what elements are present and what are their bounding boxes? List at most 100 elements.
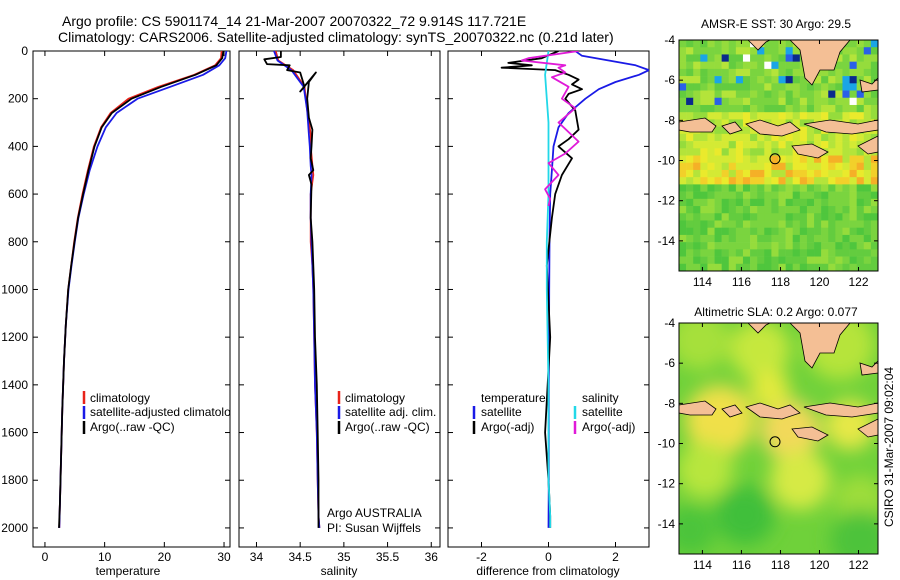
sst-cell bbox=[764, 191, 772, 200]
sst-cell bbox=[693, 83, 701, 91]
sst-cell bbox=[686, 76, 694, 84]
sst-cell bbox=[835, 133, 843, 142]
sst-cell bbox=[778, 148, 786, 156]
sst-cell bbox=[735, 249, 744, 257]
sst-cell bbox=[700, 40, 708, 48]
sst-cell bbox=[742, 227, 751, 236]
sst-cell bbox=[842, 97, 850, 106]
sst-cell bbox=[806, 206, 815, 214]
sst-cell bbox=[679, 169, 687, 178]
sst-cell bbox=[693, 213, 701, 221]
sst-cell bbox=[870, 47, 879, 55]
sst-cell bbox=[814, 169, 822, 178]
sst-cell bbox=[742, 68, 751, 77]
sst-cell bbox=[856, 263, 865, 272]
y-tick-label: 400 bbox=[8, 139, 28, 153]
legend-label-argo: Argo(..raw -QC) bbox=[90, 420, 175, 434]
sst-cell bbox=[785, 249, 794, 257]
sst-cell bbox=[835, 256, 843, 265]
sst-cell bbox=[771, 141, 779, 149]
sst-cell bbox=[764, 242, 772, 250]
sst-cell bbox=[707, 256, 715, 265]
sst-cell bbox=[742, 104, 751, 113]
sst-cell bbox=[700, 220, 708, 228]
sst-cell bbox=[757, 234, 765, 243]
sst-cell bbox=[799, 126, 808, 135]
sst-cell bbox=[714, 126, 722, 135]
sst-cell bbox=[856, 169, 865, 178]
sst-cell bbox=[757, 97, 765, 106]
sst-cell bbox=[735, 112, 744, 120]
sst-cell bbox=[707, 61, 715, 70]
sst-cell bbox=[700, 61, 708, 70]
sst-cell bbox=[799, 68, 808, 77]
sst-cell bbox=[799, 256, 808, 265]
sst-cell bbox=[735, 162, 744, 171]
sst-cell bbox=[735, 263, 744, 272]
sst-cell bbox=[799, 198, 808, 207]
sst-cell bbox=[814, 227, 822, 236]
sst-cell bbox=[856, 47, 865, 55]
sst-cell bbox=[870, 68, 879, 77]
sst-cell bbox=[728, 47, 737, 55]
sst-cell bbox=[714, 83, 722, 91]
sst-cell bbox=[828, 83, 836, 91]
sst-cell bbox=[870, 256, 879, 265]
sst-cell bbox=[764, 249, 772, 257]
sst-cell bbox=[679, 133, 687, 142]
sst-cell bbox=[714, 148, 722, 156]
sst-cell bbox=[764, 112, 772, 120]
y-tick-label: -12 bbox=[658, 477, 676, 491]
sst-cell bbox=[856, 54, 865, 62]
sst-cell bbox=[735, 191, 744, 200]
sst-cell bbox=[828, 213, 836, 221]
legend-title-salinity: salinity bbox=[582, 391, 619, 405]
sst-cell bbox=[686, 133, 694, 142]
sst-cell bbox=[778, 191, 786, 200]
y-tick-label: -6 bbox=[664, 73, 675, 87]
sst-cell bbox=[778, 61, 786, 70]
y-tick-label: -12 bbox=[658, 194, 676, 208]
x-tick-label: 2 bbox=[612, 550, 619, 564]
sst-cell bbox=[764, 83, 772, 91]
sst-cell bbox=[828, 68, 836, 77]
sst-cell bbox=[757, 83, 765, 91]
sst-cell bbox=[771, 61, 779, 70]
sst-cell bbox=[735, 213, 744, 221]
sst-cell bbox=[870, 227, 879, 236]
sst-cell bbox=[679, 141, 687, 149]
sst-cell bbox=[735, 220, 744, 228]
sst-cell bbox=[750, 184, 758, 192]
y-tick-label: 1200 bbox=[1, 330, 28, 344]
sst-cell bbox=[771, 133, 779, 142]
sst-cell bbox=[842, 263, 850, 272]
x-tick-label: 122 bbox=[848, 275, 868, 289]
sst-cell bbox=[679, 263, 687, 272]
y-tick-label: -8 bbox=[664, 113, 675, 127]
sst-cell bbox=[856, 97, 865, 106]
sst-cell bbox=[714, 227, 722, 236]
sst-cell bbox=[806, 112, 815, 120]
sst-cell bbox=[721, 141, 730, 149]
sst-cell bbox=[693, 155, 701, 164]
sst-cell bbox=[771, 206, 779, 214]
sst-cell bbox=[686, 184, 694, 192]
sst-cell bbox=[707, 68, 715, 77]
sst-cell bbox=[856, 148, 865, 156]
sst-cell bbox=[856, 177, 865, 185]
sla-field-blob bbox=[730, 323, 790, 380]
sst-cell bbox=[750, 227, 758, 236]
x-tick-label: 35.5 bbox=[376, 550, 400, 564]
land-mass bbox=[745, 402, 801, 420]
sst-cell bbox=[742, 249, 751, 257]
sst-cell bbox=[814, 76, 822, 84]
sst-cell bbox=[728, 177, 737, 185]
sst-cell bbox=[835, 198, 843, 207]
sst-cell bbox=[750, 133, 758, 142]
sst-cell bbox=[735, 242, 744, 250]
sst-cell bbox=[757, 54, 765, 62]
y-tick-label: 1000 bbox=[1, 282, 28, 296]
sst-cell bbox=[806, 83, 815, 91]
sst-cell bbox=[728, 76, 737, 84]
sst-cell bbox=[856, 206, 865, 214]
